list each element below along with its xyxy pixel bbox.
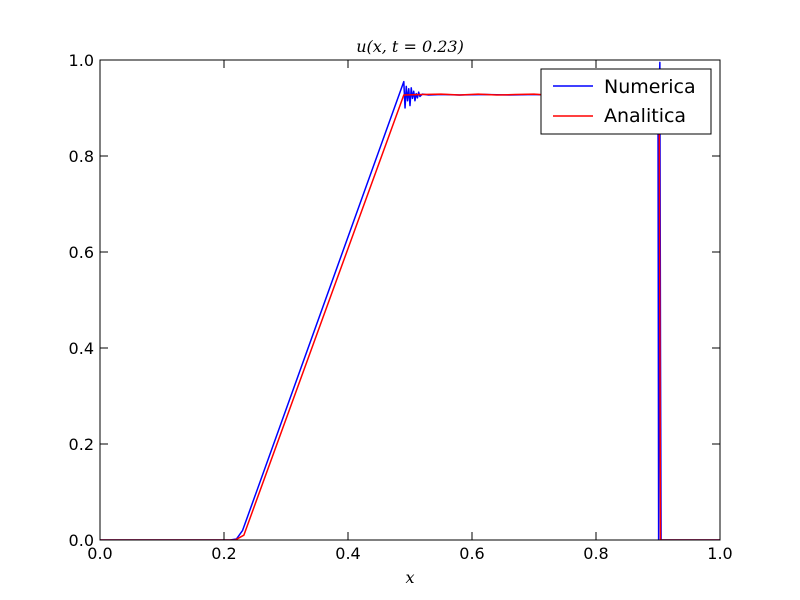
legend-label-numerica: Numerica	[604, 76, 696, 98]
legend-label-analitica: Analitica	[604, 105, 686, 127]
x-tick-label: 0.0	[87, 544, 112, 563]
x-tick-label: 0.2	[211, 544, 236, 563]
chart-title: u(x, t = 0.23)	[356, 37, 464, 56]
legend: Numerica Analitica	[540, 68, 712, 135]
y-tick-label: 0.8	[69, 147, 94, 166]
x-tick-label: 0.8	[583, 544, 608, 563]
y-tick-label: 0.6	[69, 243, 94, 262]
y-tick-label: 0.4	[69, 339, 94, 358]
legend-box	[540, 68, 712, 135]
x-tick-label: 0.4	[335, 544, 360, 563]
x-tick-label: 0.6	[459, 544, 484, 563]
y-tick-label: 1.0	[69, 51, 94, 70]
plot-frame	[99, 59, 721, 541]
y-tick-label: 0.2	[69, 435, 94, 454]
y-tick-label: 0.0	[69, 531, 94, 550]
x-axis-label: x	[405, 568, 414, 587]
ticks-layer: 0.0 0.2 0.4 0.6 0.8 1.0 0.0 0.2 0.4 0.6 0.8 1.0	[69, 51, 733, 563]
x-tick-label: 1.0	[707, 544, 732, 563]
